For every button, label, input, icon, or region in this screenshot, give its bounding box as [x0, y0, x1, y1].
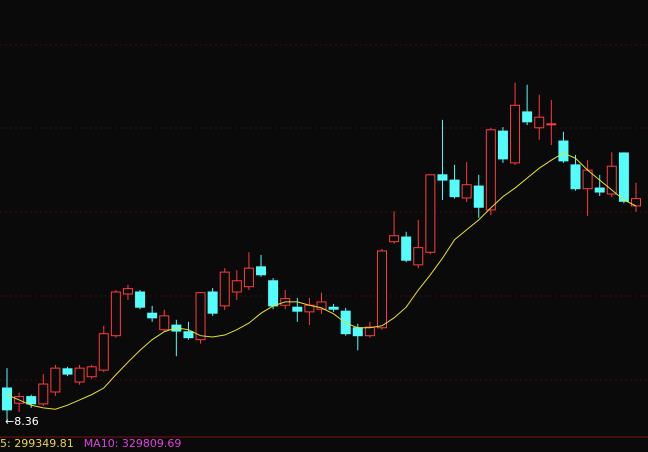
candle-body — [74, 367, 85, 383]
candle-body — [376, 250, 387, 329]
candle-body — [389, 235, 400, 243]
candle-body — [159, 315, 170, 331]
candle-body — [38, 383, 49, 405]
candle-body — [497, 130, 508, 160]
candle-body — [195, 292, 206, 341]
candle-body — [86, 366, 97, 378]
candle-body — [328, 306, 339, 310]
candle-body — [546, 123, 557, 126]
candle-body — [231, 280, 242, 293]
candle-body — [207, 291, 218, 314]
footer-label: MA10: 329809.69 — [84, 437, 182, 450]
candle-body — [122, 288, 133, 295]
candle-body — [50, 367, 61, 393]
candle-body — [268, 280, 279, 307]
candle-body — [570, 164, 581, 190]
candle-body — [2, 387, 12, 411]
candle-body — [219, 271, 230, 307]
footer-label: 5: 299349.81 — [0, 437, 74, 450]
candle-body — [147, 312, 158, 319]
candle-body — [364, 326, 375, 337]
grid — [0, 44, 648, 381]
candle-body — [183, 331, 194, 339]
candle-body — [413, 247, 424, 266]
candle-body — [135, 291, 146, 308]
candle-body — [401, 236, 412, 261]
candle-body — [594, 187, 605, 193]
candle-body — [631, 198, 641, 207]
candle-body — [110, 291, 121, 337]
candle-body — [243, 267, 254, 288]
candle-body — [26, 396, 37, 405]
candle-body — [473, 185, 484, 208]
candle-body — [98, 333, 109, 371]
candle-body — [292, 306, 303, 312]
candle-body — [340, 310, 351, 335]
candle-body — [461, 184, 472, 199]
candle-body — [256, 266, 267, 276]
annotation: ←8.36 — [5, 415, 39, 428]
candle-body — [534, 116, 545, 129]
ma-line — [6, 152, 637, 410]
candle-body — [352, 327, 363, 337]
candle-body — [316, 301, 327, 310]
candle-body — [510, 104, 521, 164]
candle-body — [62, 368, 73, 375]
candle-body — [522, 111, 533, 123]
candle-body — [606, 165, 617, 195]
candle-body — [558, 140, 569, 162]
candle-body — [425, 174, 436, 253]
candle-body — [437, 174, 448, 181]
candle-body — [618, 152, 629, 202]
candle-body — [449, 179, 460, 198]
candle-body — [485, 129, 496, 211]
